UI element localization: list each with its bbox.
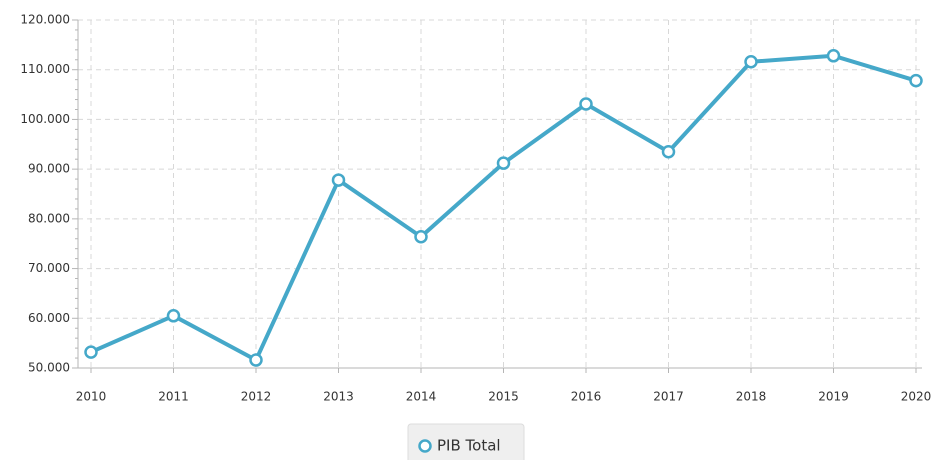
point (661, 144, 676, 159)
x-tick-label: 2010 (76, 390, 107, 404)
legend: PIB Total (407, 423, 525, 460)
x-tick-label: 2015 (488, 390, 519, 404)
point (249, 353, 263, 367)
x-tick-label: 2020 (901, 390, 932, 404)
point (496, 156, 511, 170)
point (84, 345, 98, 359)
x-tick-label: 2019 (818, 390, 849, 404)
point (331, 173, 346, 187)
x-tick-label: 2018 (736, 390, 767, 404)
y-tick-label: 60.000 (28, 311, 70, 325)
x-tick-label: 2017 (653, 390, 684, 404)
point (744, 55, 758, 69)
y-tick-label: 100.000 (20, 112, 70, 126)
x-tick-label: 2016 (571, 390, 602, 404)
y-tick-label: 110.000 (20, 62, 70, 76)
x-tick-label: 2013 (323, 390, 354, 404)
y-tick-label: 50.000 (28, 361, 70, 375)
point (909, 73, 923, 88)
point (414, 230, 428, 244)
legend-box (407, 423, 525, 460)
legend-marker (418, 439, 432, 453)
point (579, 97, 593, 111)
point (166, 309, 181, 323)
y-tick-label: 80.000 (28, 211, 70, 225)
x-tick-label: 2014 (406, 390, 437, 404)
legend-label: PIB Total (437, 437, 501, 455)
x-tick-label: 2011 (158, 390, 189, 404)
y-tick-label: 120.000 (20, 13, 70, 27)
point (826, 49, 841, 63)
x-tick-label: 2012 (241, 390, 272, 404)
y-tick-label: 90.000 (28, 162, 70, 176)
y-tick-label: 70.000 (28, 261, 70, 275)
